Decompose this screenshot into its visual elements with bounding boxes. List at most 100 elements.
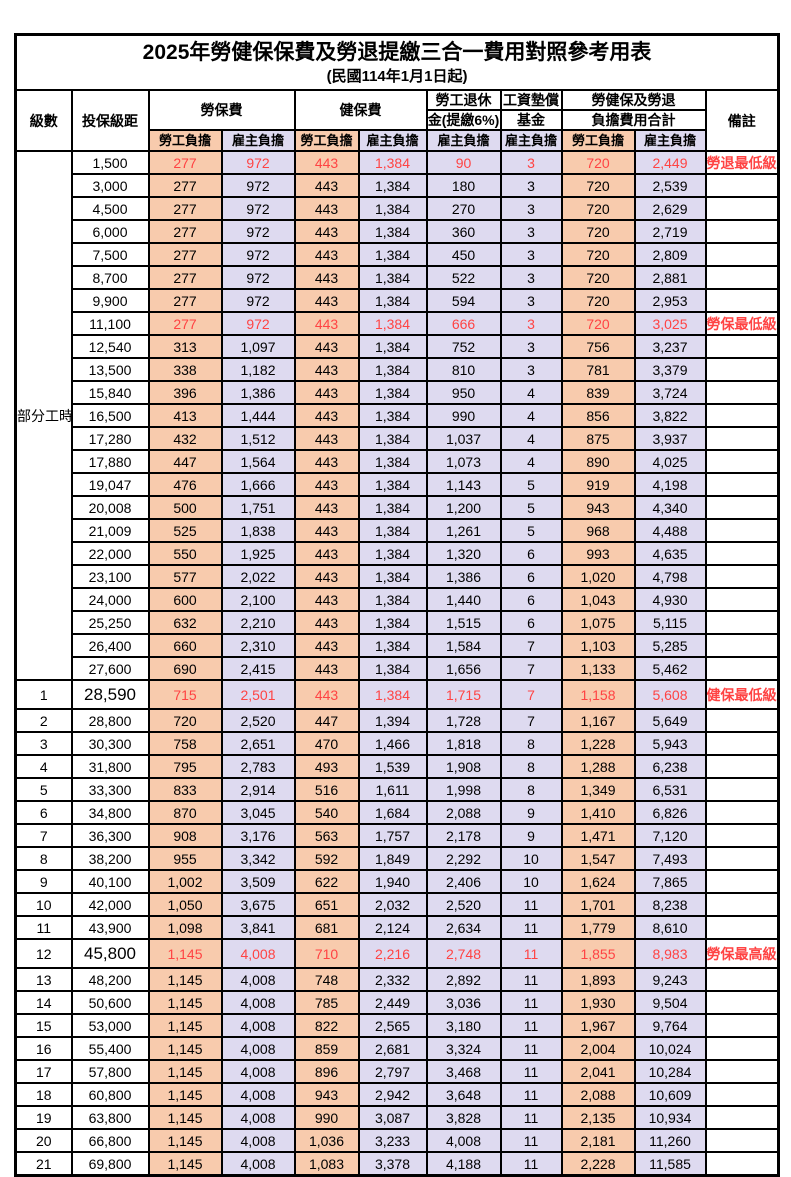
cell-total-employee: 2,135	[560, 1105, 636, 1130]
cell-pension-employer: 1,998	[425, 777, 502, 802]
cell-wagefund-employer: 11	[499, 1082, 563, 1107]
cell-wagefund-employer: 11	[499, 915, 563, 940]
cell-total-employer: 3,822	[633, 403, 707, 428]
note-cell: 勞保最低級距	[704, 311, 780, 336]
note-cell	[704, 1082, 780, 1107]
cell-labor-employee: 1,145	[147, 1151, 223, 1177]
cell-total-employee: 1,779	[560, 915, 636, 940]
level-cell: 14	[14, 990, 73, 1015]
cell-wagefund-employer: 10	[499, 869, 563, 894]
cell-total-employer: 6,826	[633, 800, 707, 825]
cell-health-employer: 1,384	[357, 311, 428, 336]
cell-labor-employer: 2,022	[220, 564, 296, 589]
header-pension-line2: 金(提繳6%)	[425, 109, 502, 131]
note-cell	[704, 846, 780, 871]
note-cell	[704, 800, 780, 825]
cell-labor-employee: 525	[147, 518, 223, 543]
cell-wagefund-employer: 3	[499, 242, 563, 267]
title-row: 2025年勞健保保費及勞退提繳三合一費用對照參考用表 (民國114年1月1日起)	[14, 33, 780, 91]
cell-pension-employer: 1,728	[425, 708, 502, 733]
table-row: 16,500 413 1,444 443 1,384 990 4 856 3,822	[16, 403, 780, 428]
bracket-cell: 3,000	[70, 173, 150, 198]
note-cell	[704, 610, 780, 635]
cell-wagefund-employer: 9	[499, 823, 563, 848]
cell-health-employer: 1,384	[357, 610, 428, 635]
cell-pension-employer: 990	[425, 403, 502, 428]
cell-health-employee: 443	[293, 196, 360, 221]
table-row: 10 42,000 1,050 3,675 651 2,032 2,520 11 1,701 8,…	[14, 892, 780, 917]
cell-total-employer: 4,198	[633, 472, 707, 497]
cell-total-employee: 1,133	[560, 656, 636, 681]
cell-health-employee: 443	[293, 587, 360, 612]
cell-health-employer: 2,332	[357, 967, 428, 992]
cell-health-employee: 443	[293, 334, 360, 359]
cell-health-employer: 1,384	[357, 587, 428, 612]
table-row: 17,880 447 1,564 443 1,384 1,073 4 890 4,025	[16, 449, 780, 474]
cell-health-employer: 1,394	[357, 708, 428, 733]
cell-total-employee: 720	[560, 150, 636, 175]
cell-health-employer: 1,940	[357, 869, 428, 894]
cell-pension-employer: 1,440	[425, 587, 502, 612]
cell-total-employee: 1,349	[560, 777, 636, 802]
cell-wagefund-employer: 4	[499, 426, 563, 451]
bracket-cell: 53,000	[70, 1013, 150, 1038]
cell-wagefund-employer: 11	[499, 1105, 563, 1130]
cell-total-employer: 2,881	[633, 265, 707, 290]
cell-wagefund-employer: 3	[499, 196, 563, 221]
cell-labor-employer: 972	[220, 219, 296, 244]
subheader-wage-employer: 雇主負擔	[499, 129, 563, 152]
cell-health-employee: 443	[293, 541, 360, 566]
cell-health-employee: 443	[293, 311, 360, 336]
cell-labor-employer: 972	[220, 150, 296, 175]
cell-labor-employer: 3,841	[220, 915, 296, 940]
note-cell	[704, 564, 780, 589]
table-row: 17 57,800 1,145 4,008 896 2,797 3,468 11 2,041 10…	[14, 1059, 780, 1084]
cell-health-employee: 592	[293, 846, 360, 871]
cell-labor-employee: 1,098	[147, 915, 223, 940]
fee-comparison-table: 2025年勞健保保費及勞退提繳三合一費用對照參考用表 (民國114年1月1日起)…	[14, 33, 781, 1177]
cell-labor-employee: 600	[147, 587, 223, 612]
note-cell	[704, 587, 780, 612]
cell-health-employee: 443	[293, 564, 360, 589]
cell-pension-employer: 2,088	[425, 800, 502, 825]
cell-health-employer: 2,216	[357, 938, 428, 969]
cell-pension-employer: 1,386	[425, 564, 502, 589]
cell-total-employee: 1,893	[560, 967, 636, 992]
note-cell	[704, 731, 780, 756]
header-level: 級數	[14, 89, 73, 152]
cell-labor-employer: 1,182	[220, 357, 296, 382]
cell-labor-employee: 413	[147, 403, 223, 428]
header-pension-line1: 勞工退休	[425, 89, 502, 111]
cell-health-employee: 447	[293, 708, 360, 733]
cell-pension-employer: 950	[425, 380, 502, 405]
note-cell	[704, 869, 780, 894]
cell-pension-employer: 2,178	[425, 823, 502, 848]
cell-labor-employee: 955	[147, 846, 223, 871]
bracket-cell: 24,000	[70, 587, 150, 612]
table-row: 23,100 577 2,022 443 1,384 1,386 6 1,020 4,798	[16, 564, 780, 589]
cell-labor-employee: 632	[147, 610, 223, 635]
note-cell: 健保最低級距	[704, 679, 780, 710]
cell-total-employer: 7,493	[633, 846, 707, 871]
table-row: 14 50,600 1,145 4,008 785 2,449 3,036 11 1,930 9,…	[14, 990, 780, 1015]
cell-labor-employer: 2,415	[220, 656, 296, 681]
cell-total-employee: 1,547	[560, 846, 636, 871]
table-row: 15 53,000 1,145 4,008 822 2,565 3,180 11 1,967 9,…	[14, 1013, 780, 1038]
cell-total-employer: 3,025	[633, 311, 707, 336]
cell-total-employee: 1,103	[560, 633, 636, 658]
cell-labor-employee: 396	[147, 380, 223, 405]
cell-wagefund-employer: 11	[499, 990, 563, 1015]
cell-health-employee: 990	[293, 1105, 360, 1130]
cell-wagefund-employer: 11	[499, 1128, 563, 1153]
cell-wagefund-employer: 6	[499, 564, 563, 589]
cell-wagefund-employer: 3	[499, 334, 563, 359]
cell-pension-employer: 1,818	[425, 731, 502, 756]
cell-labor-employee: 1,145	[147, 967, 223, 992]
cell-labor-employee: 1,050	[147, 892, 223, 917]
cell-total-employer: 5,608	[633, 679, 707, 710]
cell-total-employee: 1,158	[560, 679, 636, 710]
cell-health-employer: 1,684	[357, 800, 428, 825]
cell-labor-employer: 4,008	[220, 1151, 296, 1177]
table-row: 21 69,800 1,145 4,008 1,083 3,378 4,188 11 2,228…	[14, 1151, 780, 1177]
